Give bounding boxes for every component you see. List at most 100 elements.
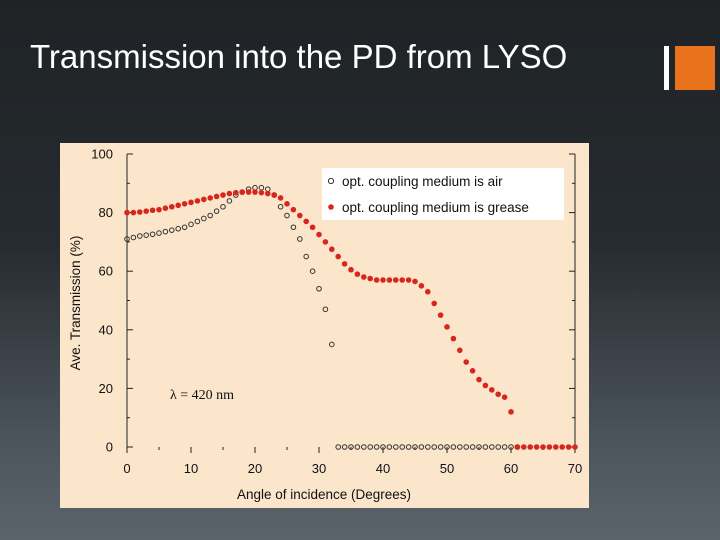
x-tick-label: 40 [376,461,390,476]
data-point [463,444,470,450]
x-tick-label: 0 [123,461,130,476]
data-point [188,221,194,228]
data-point [380,277,386,283]
data-point [495,391,502,398]
data-point [341,444,348,450]
data-point [156,206,162,213]
data-point [309,224,316,231]
data-point [220,203,226,210]
data-point [322,306,329,313]
data-point [393,277,399,283]
data-point [553,444,559,450]
data-point [405,277,412,283]
data-point [201,196,207,203]
data-point [124,236,130,242]
data-point [258,189,265,196]
x-axis-label: Angle of incidence (Degrees) [237,487,411,502]
data-point [373,444,380,450]
data-point [450,444,457,450]
data-point [386,444,393,450]
data-point [437,312,444,318]
data-point [540,444,546,450]
data-point [316,285,322,292]
data-point [559,444,565,450]
data-point [130,209,137,216]
data-point [412,444,418,450]
data-point [482,382,489,389]
data-point [149,207,156,214]
data-point [207,212,213,219]
data-point [482,444,489,450]
data-point [322,239,329,245]
legend-label: opt. coupling medium is air [342,174,503,189]
data-point [572,444,578,450]
data-point [207,195,213,201]
data-point [546,444,553,450]
data-point [137,233,143,239]
data-point [335,444,342,450]
data-point [194,218,201,225]
data-point [476,444,482,450]
data-point [258,184,265,191]
data-point [329,341,335,348]
x-tick-label: 60 [504,461,518,476]
y-tick-label: 0 [106,440,113,455]
data-point [489,387,495,393]
data-point [181,201,188,207]
data-point [405,444,412,450]
series-2 [124,189,578,450]
data-point [348,444,354,450]
data-point [565,444,572,450]
data-point [169,227,175,233]
data-point [348,266,354,273]
x-tick-label: 30 [312,461,326,476]
data-point [418,283,425,289]
data-point [271,192,277,198]
data-point [418,444,425,450]
title-accent-bar-thin [664,46,669,90]
data-point [521,444,527,450]
data-point [533,444,540,450]
data-point [437,444,444,450]
data-point [501,394,508,400]
data-point [399,444,406,450]
transmission-chart: 0 20 40 60 80 100 0 10 20 30 40 50 60 70 Angle of inc… [68,147,582,503]
title-accent-bar-thick [675,46,715,90]
data-point [508,409,514,415]
data-point [425,444,431,450]
data-point [233,189,239,196]
data-point [361,444,367,450]
x-tick-label: 50 [440,461,454,476]
data-point [450,335,457,342]
data-point [137,209,143,215]
y-tick-label: 60 [99,264,113,279]
data-point [393,444,399,450]
data-point [457,444,463,450]
y-tick-label: 40 [99,322,113,337]
data-point [284,201,290,207]
data-point [399,277,406,283]
data-point [245,189,252,195]
data-point [297,212,303,219]
data-point [469,444,476,450]
data-point [373,277,380,283]
data-point [290,224,297,231]
data-point [457,347,463,354]
data-point [290,206,297,213]
data-point [354,271,361,277]
data-point [469,368,476,374]
chart-panel: 0 20 40 60 80 100 0 10 20 30 40 50 60 70 Angle of inc… [60,143,589,508]
data-point [297,236,303,242]
y-tick-label: 20 [99,381,113,396]
data-point [143,208,149,214]
chart-legend: opt. coupling medium is air opt. coupling… [322,168,564,220]
data-point [239,189,245,195]
data-point [489,444,495,450]
data-point [380,444,386,450]
data-point [476,376,482,383]
data-point [309,268,316,274]
data-point [188,199,194,206]
legend-marker [327,177,335,185]
data-point [220,192,226,198]
x-tick-label: 70 [568,461,582,476]
